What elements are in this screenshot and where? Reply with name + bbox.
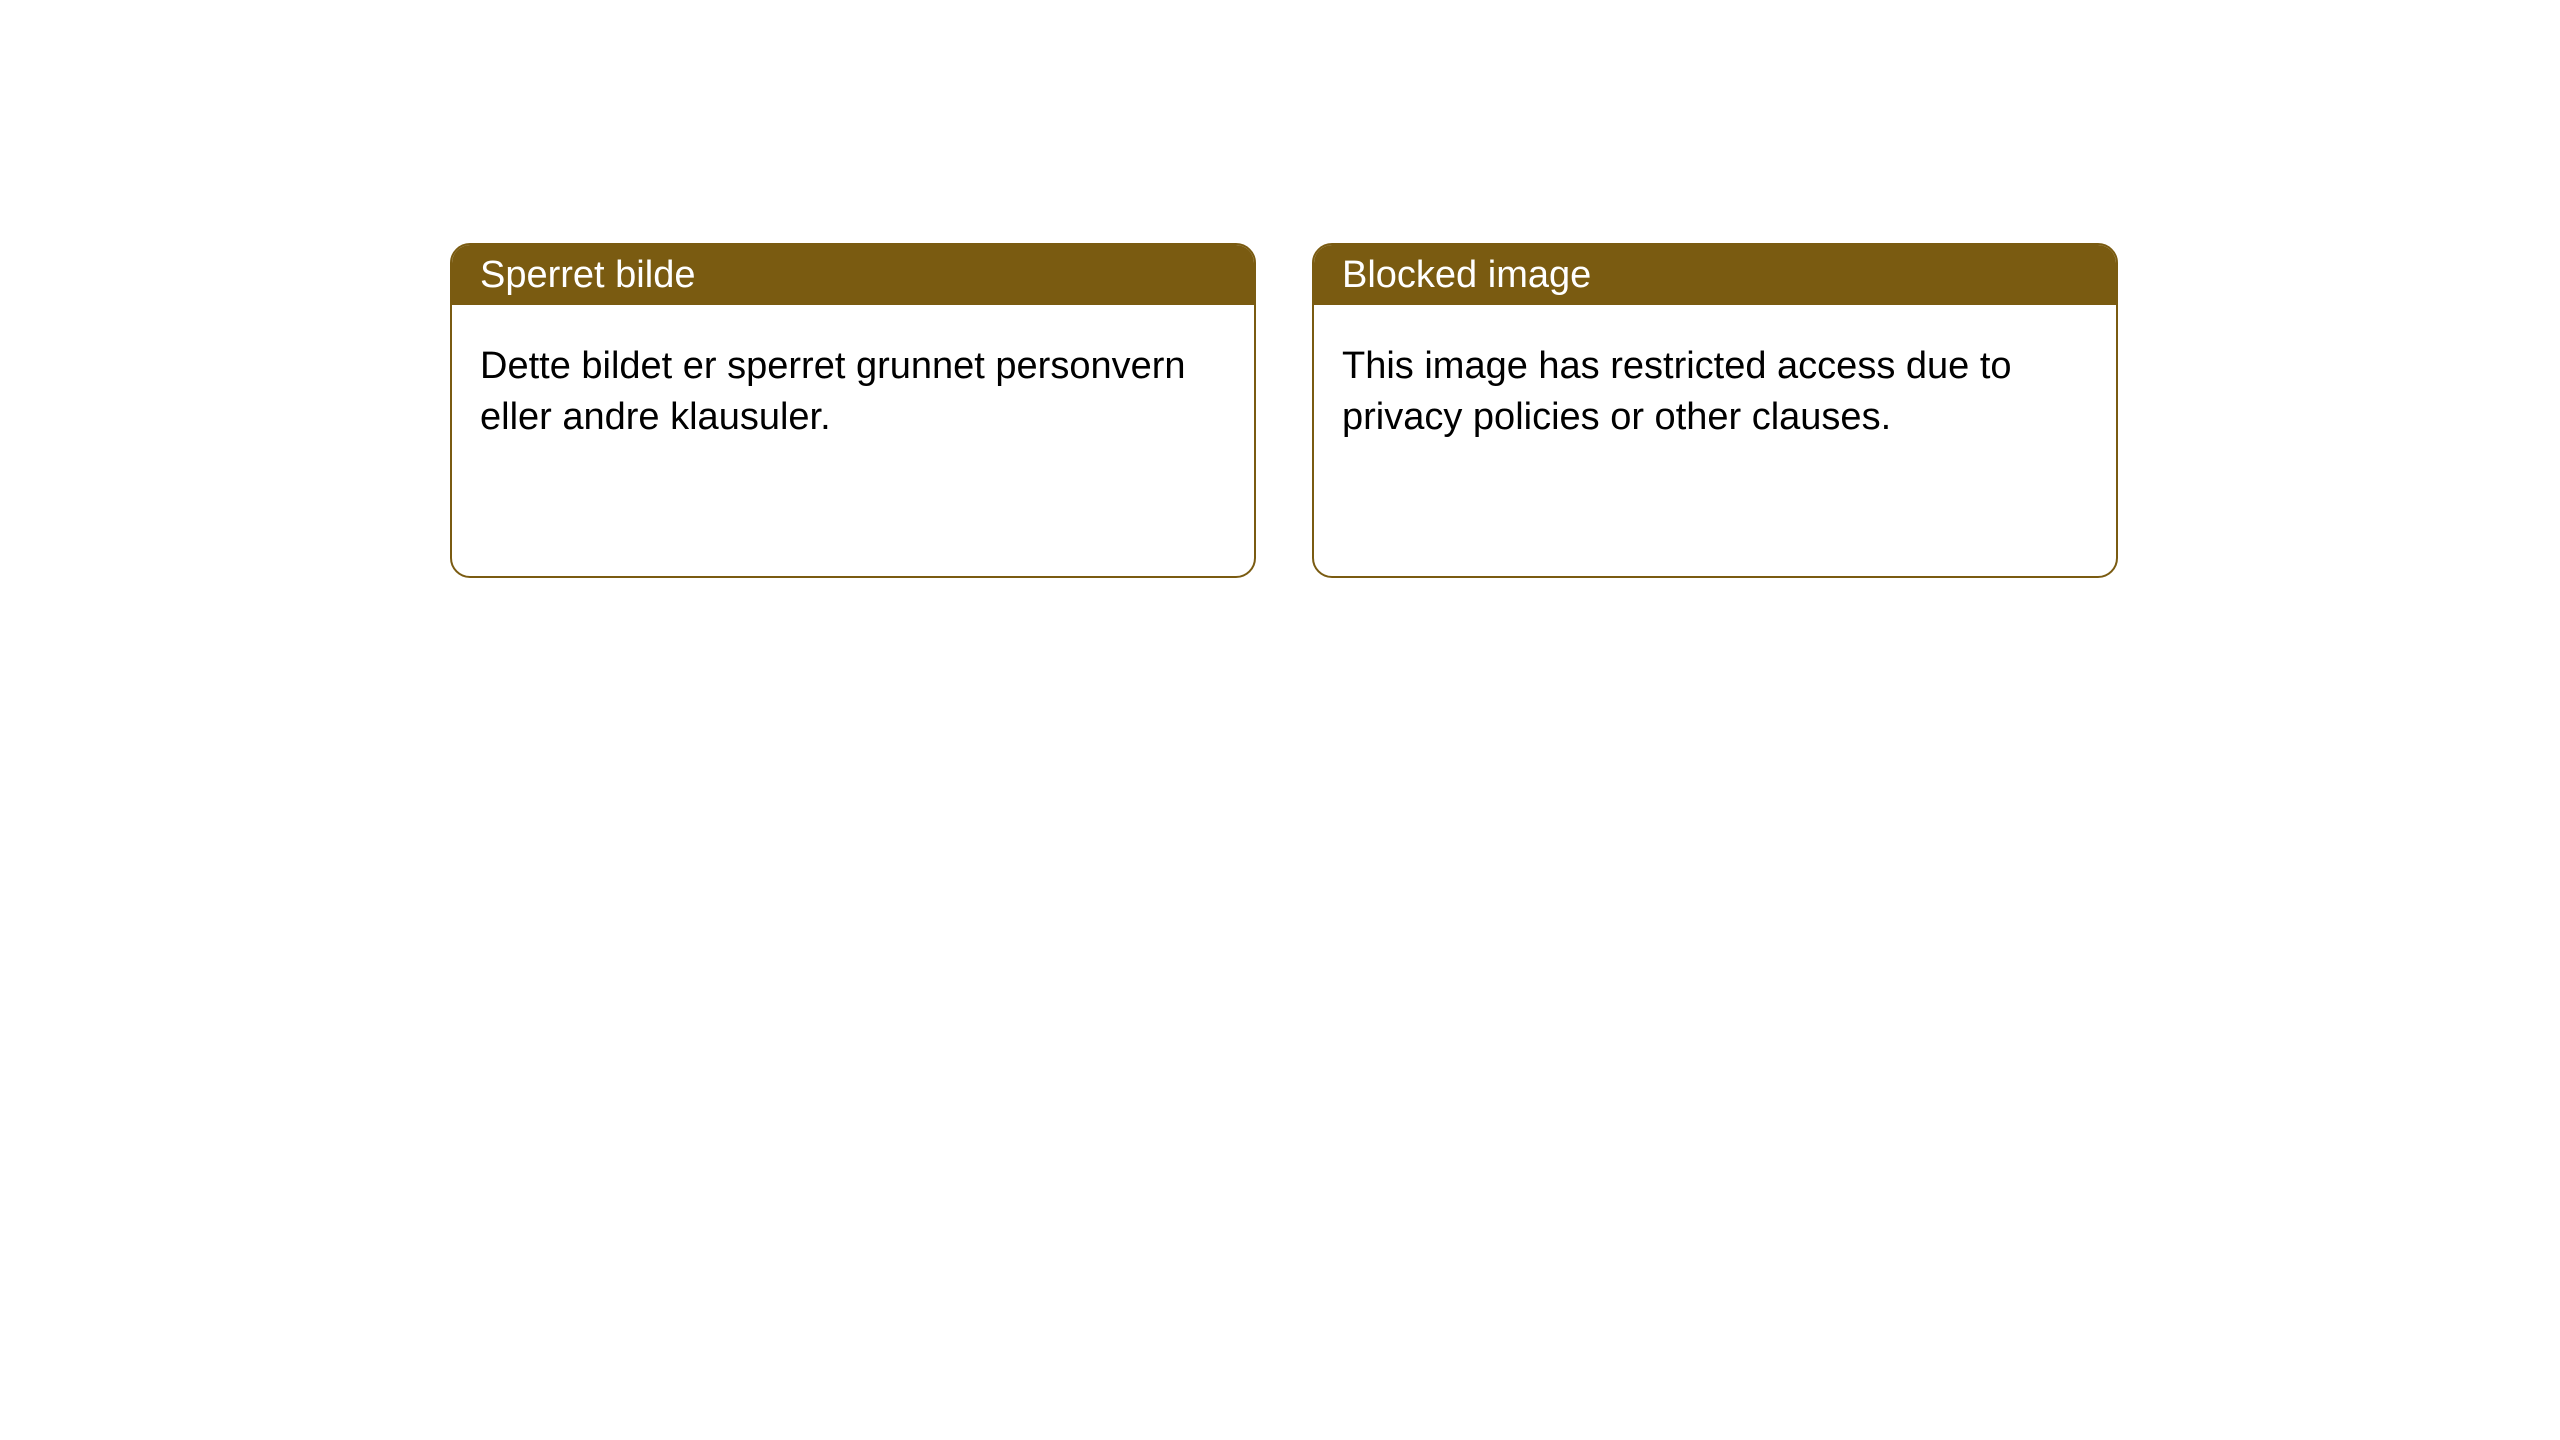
notice-card-body: Dette bildet er sperret grunnet personve…	[452, 305, 1254, 480]
notice-card-header: Sperret bilde	[452, 245, 1254, 305]
notice-card-norwegian: Sperret bilde Dette bildet er sperret gr…	[450, 243, 1256, 578]
notice-card-body: This image has restricted access due to …	[1314, 305, 2116, 480]
notice-card-title: Blocked image	[1342, 254, 1591, 297]
notice-card-text: This image has restricted access due to …	[1342, 345, 2012, 438]
notice-container: Sperret bilde Dette bildet er sperret gr…	[0, 0, 2560, 578]
notice-card-header: Blocked image	[1314, 245, 2116, 305]
notice-card-title: Sperret bilde	[480, 254, 695, 297]
notice-card-text: Dette bildet er sperret grunnet personve…	[480, 345, 1186, 438]
notice-card-english: Blocked image This image has restricted …	[1312, 243, 2118, 578]
